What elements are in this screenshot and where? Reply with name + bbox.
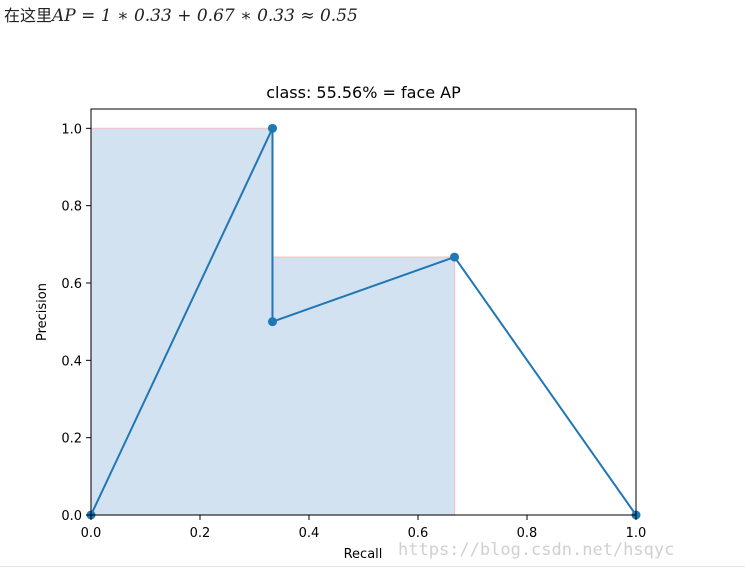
x-tick-label: 0.4 [299,526,320,541]
ap-formula: 在这里AP = 1 ∗ 0.33 + 0.67 ∗ 0.33 ≈ 0.55 [4,2,358,26]
formula-prefix: 在这里 [4,6,53,25]
y-axis-label: Precision [35,283,50,341]
y-tick-label: 0.0 [61,509,82,524]
y-axis: 0.0 0.2 0.4 0.6 0.8 1.0 [61,122,91,524]
x-axis-label: Recall [344,547,383,562]
watermark: https://blog.csdn.net/hsqyc [398,540,675,560]
divider [0,566,745,567]
data-point [267,317,277,327]
chart-title: class: 55.56% = face AP [266,83,461,102]
x-tick-label: 0.8 [517,526,538,541]
x-tick-label: 1.0 [626,526,647,541]
x-tick-label: 0.6 [408,526,429,541]
data-point [267,123,277,133]
y-tick-label: 0.6 [61,277,82,292]
data-point [450,252,460,262]
x-tick-label: 0.0 [81,526,102,541]
plot-frame [90,108,637,516]
y-tick-label: 0.4 [61,354,82,369]
y-tick-label: 1.0 [61,122,82,137]
x-tick-label: 0.2 [190,526,211,541]
x-axis: 0.0 0.2 0.4 0.6 0.8 1.0 [81,515,647,541]
y-tick-label: 0.8 [61,200,82,215]
formula-math: AP = 1 ∗ 0.33 + 0.67 ∗ 0.33 ≈ 0.55 [52,6,358,26]
y-tick-label: 0.2 [61,432,82,447]
